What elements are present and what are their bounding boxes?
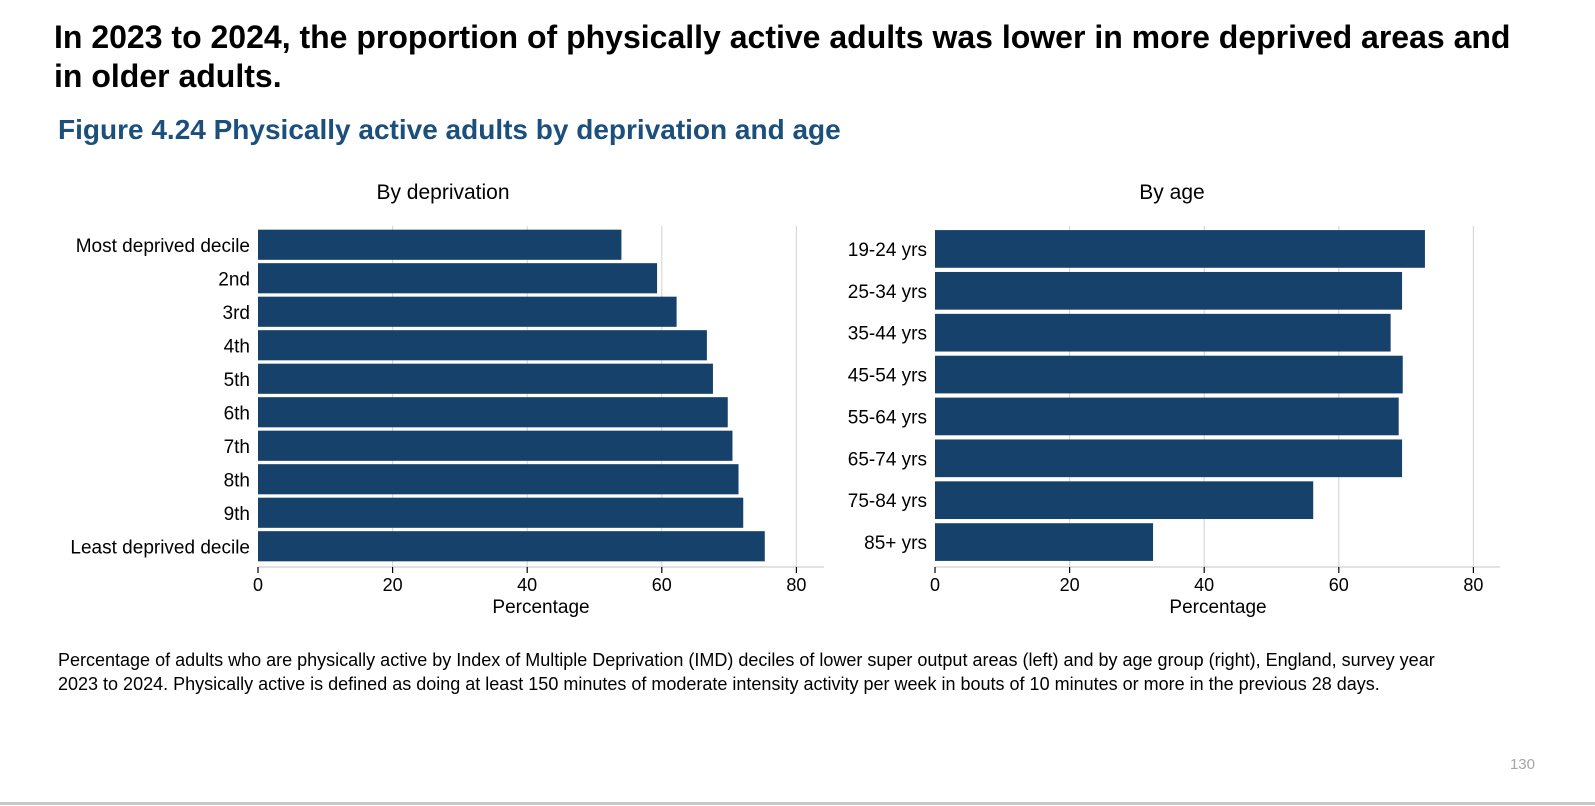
chart1-category-label: 7th <box>224 437 250 458</box>
chart2-category-label: 65-74 yrs <box>848 449 927 470</box>
chart1-bar <box>258 497 744 528</box>
chart2-tick-label: 60 <box>1329 575 1349 595</box>
chart1-category-label: 4th <box>224 336 250 357</box>
chart1-tick-label: 40 <box>517 575 537 595</box>
chart2-tick-label: 80 <box>1463 575 1483 595</box>
chart1-tick-label: 60 <box>652 575 672 595</box>
chart1-category-label: Least deprived decile <box>70 537 250 558</box>
chart2-bar <box>935 230 1425 268</box>
chart1-bar <box>258 464 739 495</box>
chart1-bar <box>258 263 658 294</box>
chart1-tick-label: 0 <box>253 575 263 595</box>
figure-caption: Percentage of adults who are physically … <box>58 650 1435 694</box>
chart2-x-label: Percentage <box>1169 597 1266 618</box>
chart2-title: By age <box>1139 181 1204 204</box>
chart1-category-label: 2nd <box>218 269 250 290</box>
figure-title: Figure 4.24 Physically active adults by … <box>58 114 841 145</box>
chart1-category-label: 8th <box>224 470 250 491</box>
chart1-x-label: Percentage <box>492 597 589 618</box>
chart1-category-label: 3rd <box>223 303 250 324</box>
chart1-title: By deprivation <box>376 181 509 204</box>
chart1-bar <box>258 430 733 461</box>
headline: In 2023 to 2024, the proportion of physi… <box>54 19 1511 94</box>
chart2-bar <box>935 313 1391 352</box>
chart2-bar <box>935 271 1403 310</box>
page-number: 130 <box>1509 756 1535 773</box>
chart1-tick-label: 20 <box>383 575 403 595</box>
chart1-bar <box>258 397 728 428</box>
chart1-tick-label: 80 <box>786 575 806 595</box>
charts-canvas: By deprivation Most deprived decile 2nd 3rd… <box>70 181 1500 618</box>
chart1-category-label: 6th <box>224 403 250 424</box>
chart2-category-label: 35-44 yrs <box>848 324 927 345</box>
chart2-tick-label: 40 <box>1194 575 1214 595</box>
chart2-tick-label: 20 <box>1060 575 1080 595</box>
chart2-category-label: 85+ yrs <box>864 533 927 554</box>
chart1-bar <box>258 363 713 394</box>
chart1-bar <box>258 296 677 327</box>
chart2-bar <box>935 355 1403 394</box>
chart2-category-label: 19-24 yrs <box>848 240 927 261</box>
chart1-category-label: 5th <box>224 370 250 391</box>
footer-divider <box>0 802 1595 805</box>
chart1-category-label: 9th <box>224 504 250 525</box>
chart2-bar <box>935 397 1399 436</box>
chart2-category-label: 25-34 yrs <box>848 282 927 303</box>
chart2-category-label: 45-54 yrs <box>848 366 927 387</box>
chart2-bar <box>935 481 1314 520</box>
chart2-category-label: 55-64 yrs <box>848 407 927 428</box>
chart1-category-label: Most deprived decile <box>76 236 250 257</box>
chart1-bar <box>258 330 707 361</box>
chart2-tick-label: 0 <box>930 575 940 595</box>
chart2-bar <box>935 439 1403 478</box>
chart2-bar <box>935 523 1154 561</box>
chart1-bar <box>258 531 765 562</box>
chart1-bar <box>258 229 622 260</box>
chart2-category-label: 75-84 yrs <box>848 491 927 512</box>
